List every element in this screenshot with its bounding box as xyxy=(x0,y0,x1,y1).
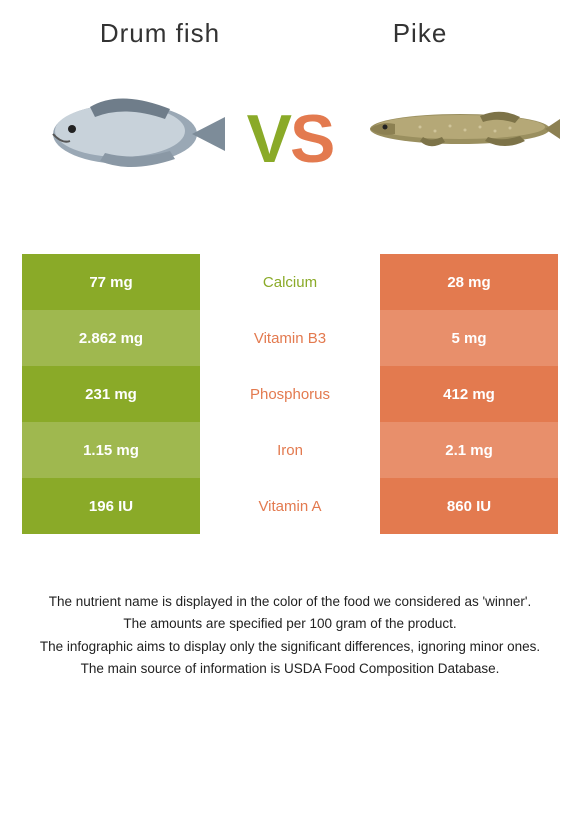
table-row: 196 IU Vitamin A 860 IU xyxy=(22,478,558,534)
right-value: 860 IU xyxy=(380,478,558,534)
images-row: VS xyxy=(0,49,580,199)
pike-fish-image xyxy=(350,79,560,179)
vs-label: VS xyxy=(247,100,334,178)
nutrient-label: Vitamin B3 xyxy=(200,310,380,366)
left-food-title: Drum fish xyxy=(40,18,280,49)
vs-s-letter: S xyxy=(290,101,333,177)
left-value: 1.15 mg xyxy=(22,422,200,478)
left-value: 231 mg xyxy=(22,366,200,422)
header: Drum fish Pike xyxy=(0,0,580,49)
footer-line: The main source of information is USDA F… xyxy=(20,659,560,679)
table-row: 77 mg Calcium 28 mg xyxy=(22,254,558,310)
footer-notes: The nutrient name is displayed in the co… xyxy=(20,592,560,679)
nutrient-label: Vitamin A xyxy=(200,478,380,534)
left-value: 77 mg xyxy=(22,254,200,310)
right-value: 5 mg xyxy=(380,310,558,366)
right-value: 28 mg xyxy=(380,254,558,310)
table-row: 231 mg Phosphorus 412 mg xyxy=(22,366,558,422)
table-row: 1.15 mg Iron 2.1 mg xyxy=(22,422,558,478)
footer-line: The infographic aims to display only the… xyxy=(20,637,560,657)
footer-line: The amounts are specified per 100 gram o… xyxy=(20,614,560,634)
drum-fish-image xyxy=(20,79,230,179)
left-value: 196 IU xyxy=(22,478,200,534)
footer-line: The nutrient name is displayed in the co… xyxy=(20,592,560,612)
left-value: 2.862 mg xyxy=(22,310,200,366)
vs-v-letter: V xyxy=(247,101,290,177)
nutrient-label: Iron xyxy=(200,422,380,478)
nutrient-label: Phosphorus xyxy=(200,366,380,422)
right-food-title: Pike xyxy=(300,18,540,49)
table-row: 2.862 mg Vitamin B3 5 mg xyxy=(22,310,558,366)
nutrient-label: Calcium xyxy=(200,254,380,310)
right-value: 412 mg xyxy=(380,366,558,422)
nutrient-table: 77 mg Calcium 28 mg 2.862 mg Vitamin B3 … xyxy=(22,254,558,534)
right-value: 2.1 mg xyxy=(380,422,558,478)
